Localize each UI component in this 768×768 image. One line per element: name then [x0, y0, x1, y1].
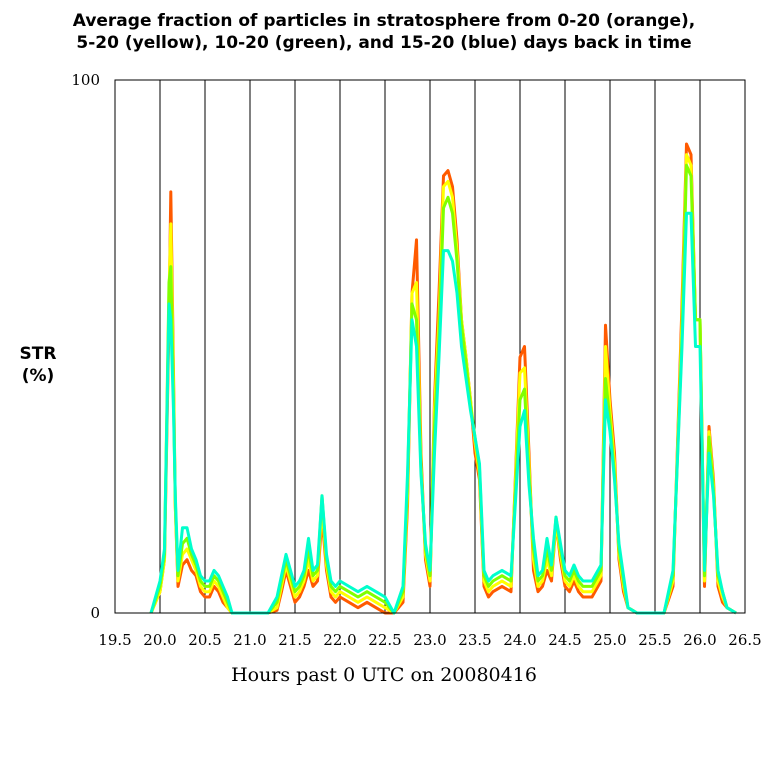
title-line-2: 5-20 (yellow), 10-20 (green), and 15-20 … [76, 33, 692, 53]
x-tick-label-4: 21.5 [278, 631, 311, 649]
x-tick-label-6: 22.5 [368, 631, 401, 649]
x-tick-label-8: 23.5 [458, 631, 491, 649]
x-tick-label-3: 21.0 [233, 631, 266, 649]
x-tick-label-12: 25.5 [638, 631, 671, 649]
chart-title: Average fraction of particles in stratos… [0, 10, 768, 54]
x-tick-label-13: 26.0 [683, 631, 716, 649]
x-tick-label-2: 20.5 [188, 631, 221, 649]
x-tick-label-5: 22.0 [323, 631, 356, 649]
y-tick-label-0: 0 [90, 604, 100, 622]
vertical-gridlines [159, 80, 701, 613]
y-tick-label-1: 100 [71, 71, 100, 89]
series-lines [149, 142, 737, 615]
y-axis-label: STR (%) [8, 343, 68, 387]
y-axis-label-line-2: (%) [21, 366, 55, 386]
series-line-2 [149, 163, 737, 615]
x-tick-label-10: 24.5 [548, 631, 581, 649]
x-tick-label-0: 19.5 [98, 631, 131, 649]
x-tick-label-9: 24.0 [503, 631, 536, 649]
plot-frame [114, 79, 746, 614]
x-tick-label-7: 23.0 [413, 631, 446, 649]
series-line-3 [149, 211, 737, 615]
tick-labels: 19.5 20.0 20.5 21.0 21.5 22.0 22.5 23.0 23.5 24.0… [71, 71, 761, 649]
x-tick-label-14: 26.5 [728, 631, 761, 649]
x-axis-label: Hours past 0 UTC on 20080416 [231, 664, 537, 686]
title-line-1: Average fraction of particles in stratos… [72, 11, 696, 31]
x-tick-label-11: 25.0 [593, 631, 626, 649]
x-tick-label-1: 20.0 [143, 631, 176, 649]
y-axis-label-line-1: STR [19, 344, 57, 364]
